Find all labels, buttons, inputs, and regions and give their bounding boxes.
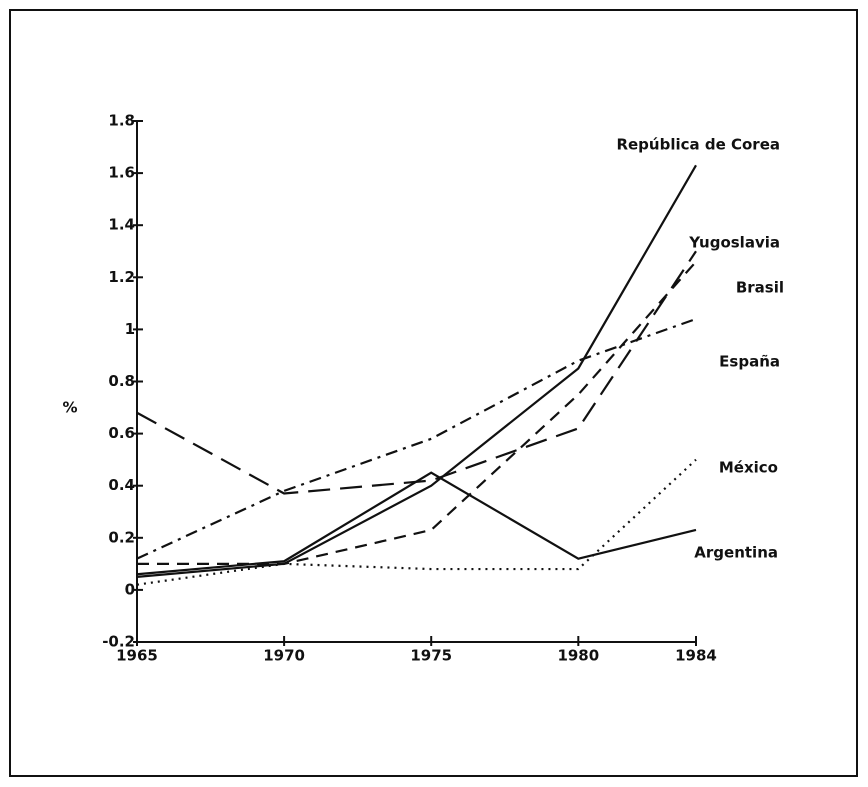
- y-tick-label: -0.2: [102, 633, 135, 651]
- series-line: [137, 260, 697, 565]
- series-label: Yugoslavia: [688, 234, 780, 252]
- series-label: México: [719, 459, 778, 477]
- y-tick-label: 1.8: [108, 112, 135, 130]
- series-line: [136, 458, 697, 586]
- y-axis-label: %: [62, 399, 77, 417]
- y-tick-label: 0.2: [108, 528, 135, 546]
- x-tick-label: 1980: [557, 647, 599, 665]
- series-label: República de Corea: [616, 136, 780, 154]
- series-label: España: [719, 353, 780, 371]
- y-tick-label: 1: [125, 320, 135, 338]
- x-tick-label: 1975: [410, 647, 452, 665]
- y-tick-label: 0.4: [108, 476, 135, 494]
- y-tick-label: 0: [125, 580, 135, 598]
- x-tick-label: 1970: [263, 647, 305, 665]
- series-line: [136, 471, 697, 576]
- series-label: Argentina: [694, 544, 778, 562]
- x-tick-label: 1965: [116, 647, 158, 665]
- series-label: Brasil: [736, 279, 784, 297]
- y-tick-label: 0.8: [108, 372, 135, 390]
- y-tick-label: 1.6: [108, 164, 135, 182]
- y-tick-label: 1.4: [108, 216, 135, 234]
- frame: [9, 9, 858, 777]
- x-tick-label: 1984: [675, 647, 717, 665]
- y-tick-label: 1.2: [108, 268, 135, 286]
- y-tick-label: 0.6: [108, 424, 135, 442]
- series-line: [136, 164, 697, 578]
- series-line: [136, 250, 697, 495]
